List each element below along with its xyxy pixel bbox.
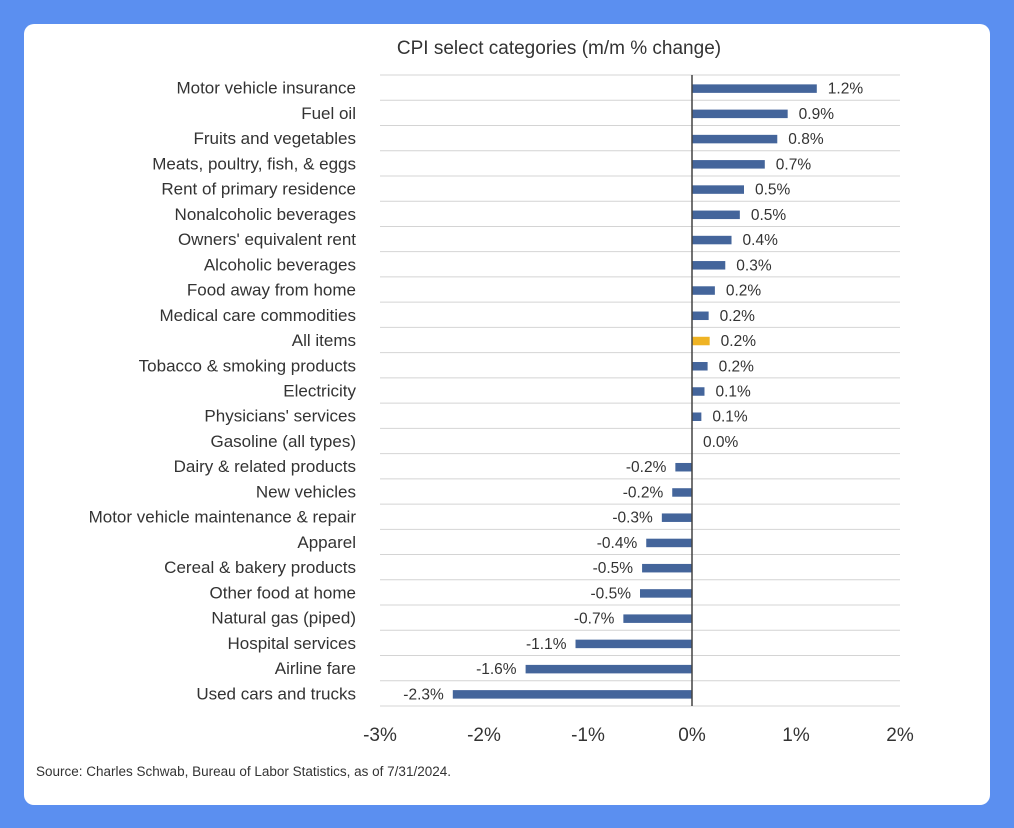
value-label: -0.7% <box>574 611 615 628</box>
value-label: -1.1% <box>526 636 567 653</box>
category-label: Airline fare <box>275 659 356 678</box>
category-label: Other food at home <box>210 583 356 602</box>
value-label: 0.2% <box>721 333 757 350</box>
bar <box>692 362 708 371</box>
value-label: 0.9% <box>799 106 835 123</box>
value-label: -1.6% <box>476 661 517 678</box>
x-tick-label: -3% <box>363 725 397 746</box>
category-label: Apparel <box>297 533 356 552</box>
chart-card: CPI select categories (m/m % change) Mot… <box>24 24 990 805</box>
category-label: Dairy & related products <box>174 457 356 476</box>
bar <box>692 286 715 295</box>
category-label: Food away from home <box>187 281 356 300</box>
bar <box>672 488 692 497</box>
value-label: 0.1% <box>715 384 751 401</box>
bar <box>692 210 740 220</box>
bar <box>675 462 692 472</box>
bar <box>692 311 709 321</box>
value-label: 0.0% <box>703 434 739 451</box>
value-label: 0.4% <box>743 232 779 249</box>
bar <box>623 614 692 623</box>
category-label: Used cars and trucks <box>196 684 356 703</box>
category-label: All items <box>292 331 356 350</box>
x-tick-label: -2% <box>467 725 501 746</box>
value-label: -0.3% <box>612 510 653 527</box>
bar <box>692 84 817 93</box>
bar <box>646 538 692 548</box>
category-label: Medical care commodities <box>159 306 356 325</box>
category-label: Electricity <box>283 382 356 401</box>
bar <box>692 412 702 421</box>
bar <box>661 513 692 522</box>
x-axis-ticks: -3% -2% -1% 0% 1% 2% <box>363 725 914 746</box>
bar <box>640 589 692 598</box>
bar <box>525 664 692 674</box>
value-label: 0.8% <box>788 131 824 148</box>
bar <box>642 563 692 573</box>
value-label: 0.5% <box>755 182 791 199</box>
gridlines <box>380 74 900 707</box>
bars <box>452 84 817 699</box>
category-labels: Motor vehicle insurance Fuel oil Fruits an… <box>89 79 357 704</box>
value-label: -0.5% <box>593 560 634 577</box>
bar <box>692 134 778 144</box>
value-label: -0.5% <box>591 585 632 602</box>
value-label: 0.2% <box>720 308 756 325</box>
bar <box>452 690 692 699</box>
category-label: Natural gas (piped) <box>211 609 356 628</box>
category-label: Physicians' services <box>204 407 356 426</box>
value-label: 0.7% <box>776 156 812 173</box>
category-label: Fuel oil <box>301 104 356 123</box>
category-label: Meats, poultry, fish, & eggs <box>152 154 356 173</box>
category-label: Alcoholic beverages <box>204 255 356 274</box>
category-label: Gasoline (all types) <box>210 432 356 451</box>
x-tick-label: 0% <box>678 725 706 746</box>
category-label: Owners' equivalent rent <box>178 230 356 249</box>
value-label: 0.2% <box>719 358 755 375</box>
bar <box>692 109 788 119</box>
value-label: -0.2% <box>623 484 664 501</box>
category-label: Motor vehicle maintenance & repair <box>89 508 357 527</box>
value-label: 0.5% <box>751 207 787 224</box>
value-labels: 1.2% 0.9% 0.8% 0.7% 0.5% 0.5% 0.4% 0.3% 0.2% 0.2%… <box>403 81 863 704</box>
bar-highlight <box>692 336 710 346</box>
x-tick-label: -1% <box>571 725 605 746</box>
category-label: Nonalcoholic beverages <box>175 205 356 224</box>
value-label: 0.1% <box>712 409 748 426</box>
value-label: 0.2% <box>726 283 762 300</box>
x-tick-label: 1% <box>782 725 810 746</box>
bar <box>692 160 765 169</box>
bar <box>692 235 732 245</box>
category-label: Tobacco & smoking products <box>139 356 356 375</box>
value-label: -0.4% <box>597 535 638 552</box>
category-label: Rent of primary residence <box>161 180 356 199</box>
x-tick-label: 2% <box>886 725 914 746</box>
category-label: Fruits and vegetables <box>193 129 356 148</box>
source-note: Source: Charles Schwab, Bureau of Labor … <box>36 764 451 779</box>
value-label: -0.2% <box>626 459 667 476</box>
value-label: -2.3% <box>403 686 444 703</box>
bar <box>692 387 705 396</box>
bar <box>575 639 692 649</box>
bar <box>692 261 726 270</box>
category-label: Cereal & bakery products <box>164 558 356 577</box>
value-label: 0.3% <box>736 257 772 274</box>
category-label: New vehicles <box>256 482 356 501</box>
cpi-bar-chart: CPI select categories (m/m % change) Mot… <box>89 38 914 746</box>
bar <box>692 185 744 194</box>
category-label: Hospital services <box>228 634 357 653</box>
chart-title: CPI select categories (m/m % change) <box>397 38 721 59</box>
value-label: 1.2% <box>828 81 864 98</box>
category-label: Motor vehicle insurance <box>176 79 356 98</box>
